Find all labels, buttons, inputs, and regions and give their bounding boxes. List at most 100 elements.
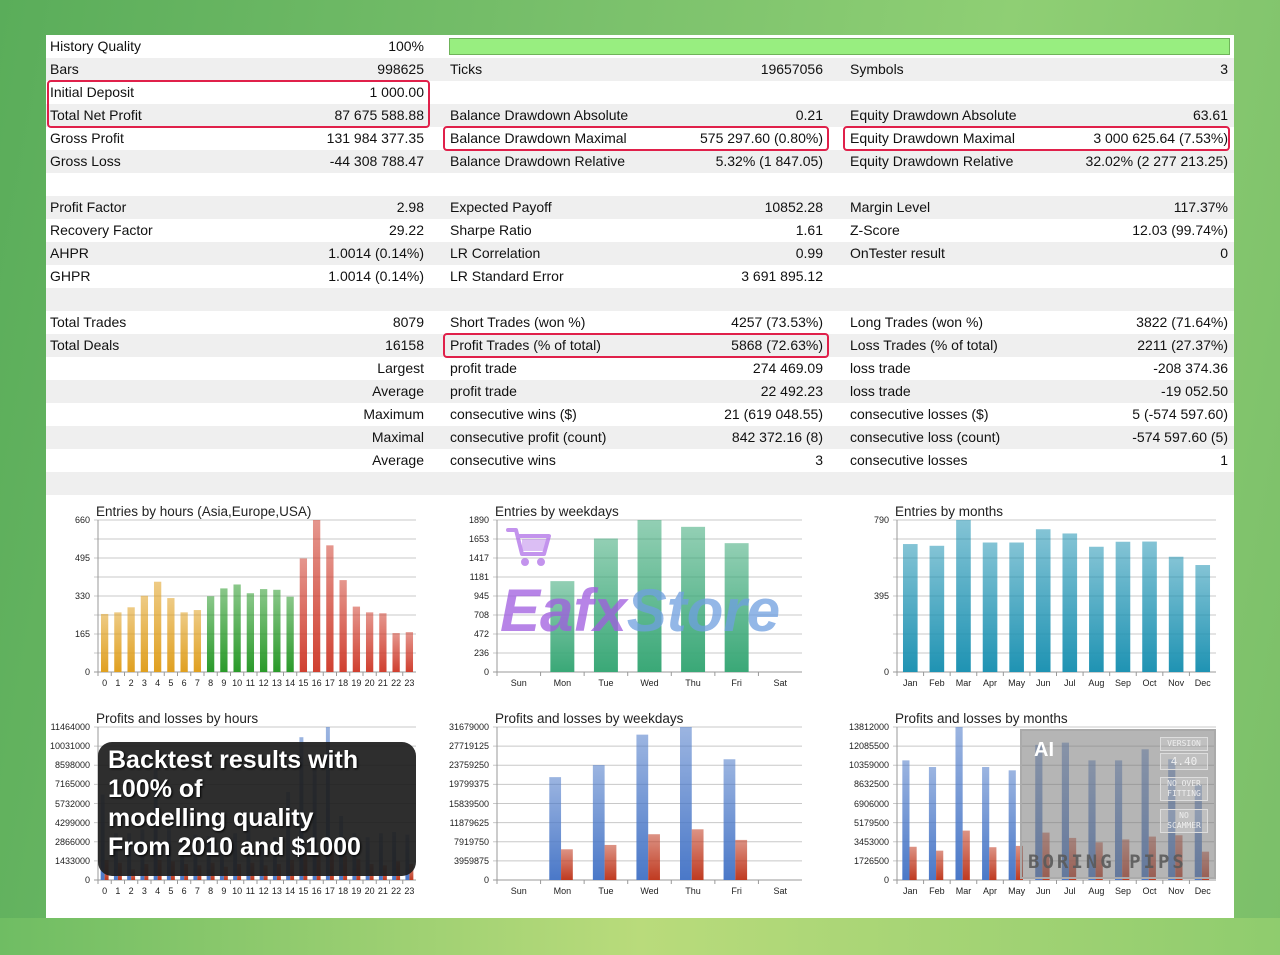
x-tick-label: 4 <box>155 886 161 896</box>
report-row: Profit Factor 2.98 Expected Payoff 10852.28… <box>46 196 1234 219</box>
report-row <box>46 472 1234 495</box>
caption-line-1: Backtest results with 100% of <box>108 746 359 803</box>
x-tick-label: 1 <box>115 886 121 896</box>
x-tick-label: 12 <box>258 678 269 688</box>
bar <box>1035 529 1051 672</box>
metric-value: 1.0014 (0.14%) <box>328 268 424 284</box>
x-tick-label: Fri <box>731 678 742 688</box>
x-tick-label: 5 <box>168 678 174 688</box>
x-tick-label: 22 <box>391 886 402 896</box>
x-tick-label: Apr <box>983 678 998 688</box>
bar <box>604 844 617 880</box>
metric-label: Total Deals <box>50 337 120 353</box>
metric-value: Average <box>372 452 424 468</box>
report-row: Total Trades 8079 Short Trades (won %) 4257… <box>46 311 1234 334</box>
x-tick-label: May <box>1008 678 1026 688</box>
metric-value: 3 <box>1220 61 1228 77</box>
x-tick-label: Sep <box>1114 886 1131 896</box>
metric-label: Loss Trades (% of total) <box>850 337 998 353</box>
y-tick-label: 5732000 <box>54 798 90 809</box>
y-tick-label: 31679000 <box>448 722 489 732</box>
report-row: Recovery Factor 29.22 Sharpe Ratio 1.61 Z-Sc… <box>46 219 1234 242</box>
bar <box>180 612 188 672</box>
x-tick-label: Sat <box>773 678 787 688</box>
x-tick-label: Oct <box>1142 886 1157 896</box>
metric-value: 3 000 625.64 (7.53%) <box>1093 130 1228 146</box>
y-tick-label: 472 <box>473 629 489 639</box>
y-tick-label: 19799375 <box>448 779 489 790</box>
y-tick-label: 3959875 <box>453 855 489 866</box>
report-row: Average consecutive wins 3 consecutive loss… <box>46 449 1234 472</box>
metric-label: Expected Payoff <box>450 199 552 215</box>
watermark-part2: Store <box>626 577 781 644</box>
x-tick-label: 23 <box>404 886 415 896</box>
highlight-balance-drawdown <box>443 126 829 151</box>
bar <box>724 543 749 672</box>
bar <box>339 580 347 672</box>
shopping-cart-icon <box>506 528 551 566</box>
metric-label: Balance Drawdown Relative <box>450 153 626 169</box>
metric-label: consecutive wins ($) <box>450 406 577 422</box>
history-quality-bar <box>449 38 1230 55</box>
y-tick-label: 4299000 <box>54 817 90 828</box>
x-tick-label: 19 <box>351 678 362 688</box>
report-row <box>46 288 1234 311</box>
x-tick-label: Aug <box>1088 886 1105 896</box>
bar <box>1142 541 1157 672</box>
metric-value: 1.61 <box>795 222 823 238</box>
x-tick-label: Fri <box>731 886 742 896</box>
y-tick-label: 660 <box>74 515 90 525</box>
metric-label: Margin Level <box>850 199 931 215</box>
x-tick-label: Aug <box>1088 678 1105 688</box>
metric-value: 998625 <box>377 61 424 77</box>
report-row: History Quality 100% <box>46 35 1234 58</box>
bar <box>352 606 361 672</box>
x-tick-label: Jun <box>1035 678 1051 688</box>
x-tick-label: 10 <box>232 678 243 688</box>
x-tick-label: 21 <box>377 678 388 688</box>
bar <box>735 839 748 880</box>
bar <box>982 767 990 880</box>
x-tick-label: Jan <box>903 678 918 688</box>
bar <box>365 612 374 672</box>
bar <box>405 632 414 672</box>
x-tick-label: Tue <box>598 886 614 896</box>
x-tick-label: 13 <box>271 678 282 688</box>
y-tick-label: 0 <box>883 667 889 677</box>
x-tick-label: 18 <box>338 678 349 688</box>
chart-title: Profits and losses by hours <box>96 711 259 726</box>
bar <box>636 734 649 880</box>
metric-label: LR Standard Error <box>450 268 564 284</box>
chart-title: Profits and losses by weekdays <box>495 711 684 726</box>
bar <box>929 545 945 672</box>
bar <box>259 589 268 672</box>
x-tick-label: 15 <box>298 886 309 896</box>
bar <box>379 613 387 672</box>
metric-label: consecutive profit (count) <box>450 429 607 445</box>
bar <box>273 589 281 672</box>
x-tick-label: 9 <box>221 886 227 896</box>
bar <box>902 760 910 880</box>
y-tick-label: 0 <box>84 875 90 885</box>
bar <box>246 593 255 672</box>
metric-value: 16158 <box>385 337 424 353</box>
x-tick-label: 4 <box>155 678 161 688</box>
watermark-part1: Eafx <box>500 577 627 644</box>
metric-value: 842 372.16 (8) <box>731 429 823 445</box>
y-tick-label: 13812000 <box>848 722 889 732</box>
metric-value: -19 052.50 <box>1161 383 1228 399</box>
x-tick-label: 2 <box>128 678 134 688</box>
metric-label: Gross Profit <box>50 130 124 146</box>
x-tick-label: 6 <box>181 678 187 688</box>
bar <box>1008 770 1016 880</box>
caption-line-3: From 2010 and $1000 <box>108 833 361 861</box>
report-row: Gross Profit 131 984 377.35 Balance Drawdo… <box>46 127 1234 150</box>
metric-label: Symbols <box>850 61 904 77</box>
x-tick-label: 0 <box>102 886 108 896</box>
y-tick-label: 165 <box>74 629 90 639</box>
x-tick-label: 0 <box>102 678 108 688</box>
bar <box>1009 542 1024 672</box>
badge-brand: BORING PIPS <box>1028 851 1187 873</box>
bar <box>593 538 618 672</box>
badge-ai: AI <box>1034 739 1054 761</box>
